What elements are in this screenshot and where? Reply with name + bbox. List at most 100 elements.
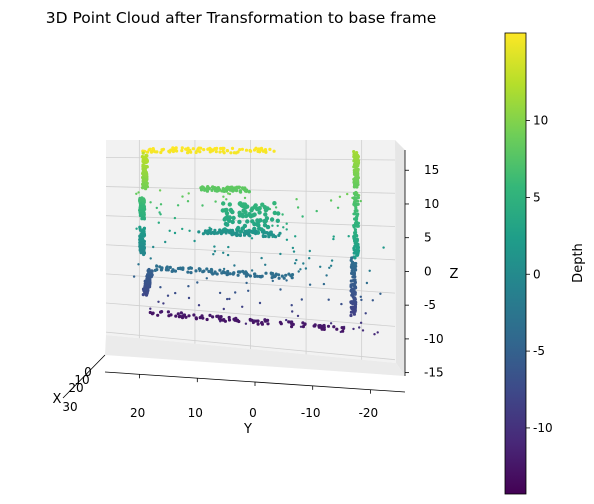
point xyxy=(361,329,365,332)
axes-3d xyxy=(105,140,405,376)
point xyxy=(191,147,195,151)
point xyxy=(279,252,282,256)
point xyxy=(313,324,317,328)
point xyxy=(260,147,264,151)
point xyxy=(234,189,239,193)
point xyxy=(354,179,358,183)
point xyxy=(150,312,154,316)
point xyxy=(232,188,236,192)
point xyxy=(235,319,239,323)
x-tick-label: 10 xyxy=(74,373,89,387)
point xyxy=(297,270,300,273)
point xyxy=(158,211,161,214)
point xyxy=(218,316,222,320)
point xyxy=(202,269,206,273)
point xyxy=(187,314,191,318)
point xyxy=(232,271,236,275)
point xyxy=(221,201,226,206)
point xyxy=(277,276,281,280)
colorbar-tick-label: 0 xyxy=(533,267,541,281)
point xyxy=(287,272,291,276)
point xyxy=(197,304,201,307)
point xyxy=(290,276,294,280)
point xyxy=(299,325,303,328)
point xyxy=(227,218,232,223)
point xyxy=(203,188,207,192)
point xyxy=(235,229,239,234)
point xyxy=(260,202,265,207)
point xyxy=(254,146,258,150)
point xyxy=(352,327,355,331)
point xyxy=(146,286,150,290)
point xyxy=(155,264,159,268)
point xyxy=(222,229,226,233)
point xyxy=(351,264,355,268)
point xyxy=(228,192,232,196)
point xyxy=(138,225,142,229)
point xyxy=(285,228,288,231)
point xyxy=(245,219,250,224)
x-tick-label: 20 xyxy=(68,381,83,395)
point xyxy=(353,228,357,232)
point xyxy=(355,217,359,221)
x-tick-label: 30 xyxy=(62,400,77,414)
point xyxy=(141,237,145,242)
point xyxy=(210,188,214,192)
point xyxy=(230,219,235,225)
point xyxy=(205,317,209,322)
point xyxy=(264,231,268,235)
point xyxy=(238,148,242,152)
point xyxy=(241,202,246,207)
point xyxy=(197,146,201,150)
point xyxy=(322,325,326,329)
point xyxy=(252,226,257,232)
point xyxy=(222,251,225,254)
z-tick-labels: 15 10 5 0 -5 -10 -15 xyxy=(405,163,444,380)
point xyxy=(181,266,185,270)
point xyxy=(164,268,168,272)
point xyxy=(295,258,298,262)
point xyxy=(224,211,230,216)
point xyxy=(149,201,152,204)
structure-upper-shelf xyxy=(199,185,251,194)
point xyxy=(218,291,222,295)
point xyxy=(180,146,184,150)
point xyxy=(250,237,254,240)
point xyxy=(235,186,239,190)
point xyxy=(262,223,268,228)
point xyxy=(225,198,228,201)
structure-left-lower-post xyxy=(138,225,147,257)
point xyxy=(160,148,164,152)
point xyxy=(249,208,254,213)
point xyxy=(155,206,158,210)
point xyxy=(140,155,144,159)
point xyxy=(209,148,213,152)
point xyxy=(335,327,339,331)
point xyxy=(248,148,252,153)
point xyxy=(145,277,149,281)
point xyxy=(181,314,185,318)
point xyxy=(255,206,260,212)
point xyxy=(243,209,248,215)
point xyxy=(193,239,196,243)
point xyxy=(237,201,242,206)
point xyxy=(181,227,184,231)
point xyxy=(188,229,191,232)
point xyxy=(181,195,184,198)
point xyxy=(228,186,232,190)
point xyxy=(159,203,163,206)
point xyxy=(226,272,230,276)
point xyxy=(233,264,236,267)
point xyxy=(247,190,251,194)
point xyxy=(354,300,358,304)
point xyxy=(201,204,204,207)
floor-pane xyxy=(105,335,405,376)
point xyxy=(349,300,353,304)
point xyxy=(223,216,228,221)
point xyxy=(320,327,324,331)
point xyxy=(317,325,321,329)
point xyxy=(353,209,357,213)
point xyxy=(373,333,376,336)
point xyxy=(276,211,281,216)
